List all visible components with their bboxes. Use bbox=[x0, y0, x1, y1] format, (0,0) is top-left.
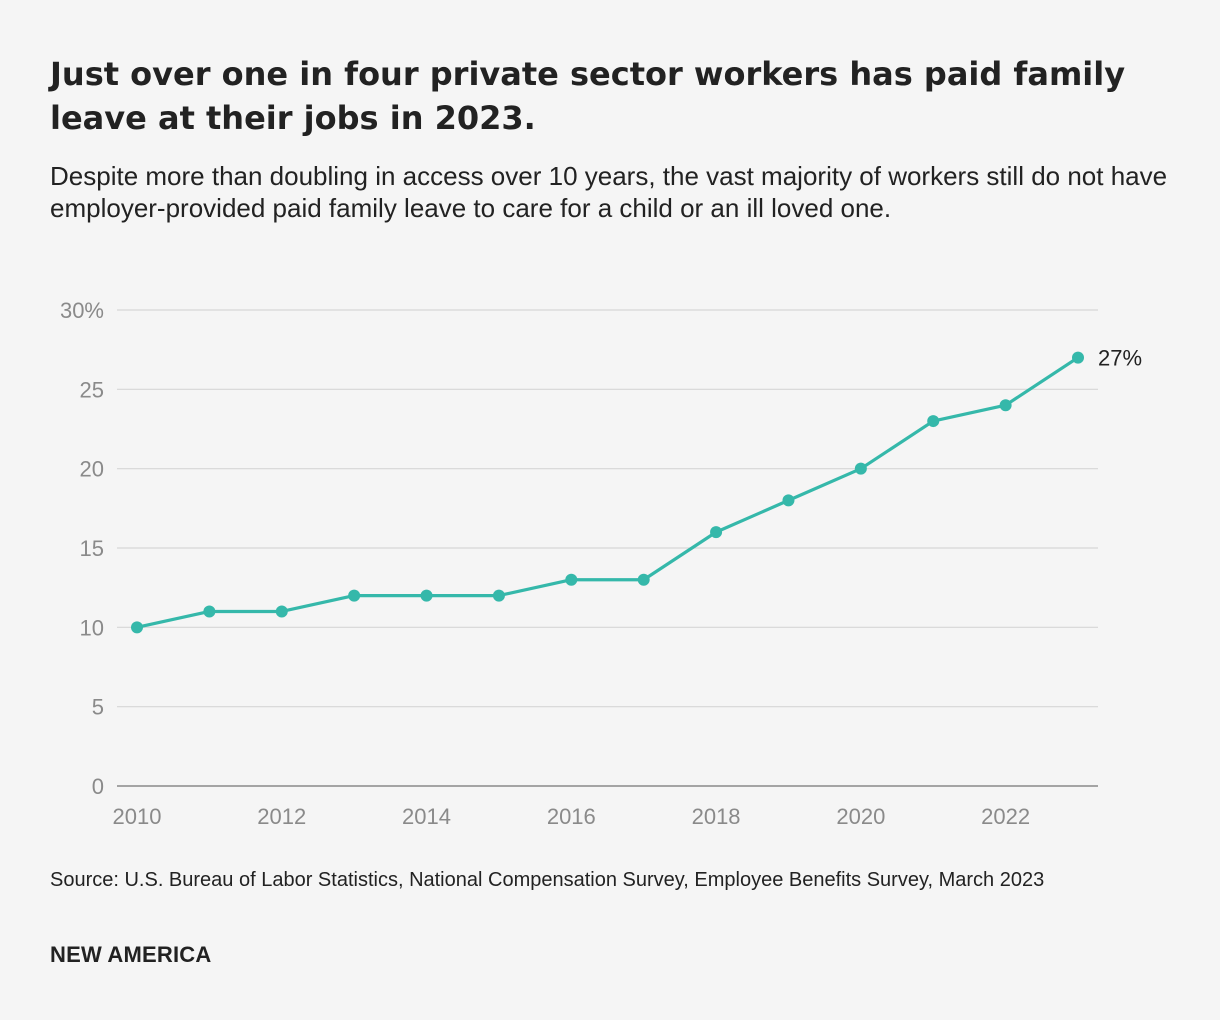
data-point bbox=[927, 415, 940, 428]
x-tick-label: 2018 bbox=[692, 804, 741, 829]
data-point bbox=[492, 589, 505, 602]
y-tick-label: 0 bbox=[92, 774, 104, 799]
y-tick-label: 20 bbox=[80, 457, 104, 482]
x-tick-label: 2022 bbox=[981, 804, 1030, 829]
x-tick-label: 2016 bbox=[547, 804, 596, 829]
x-tick-label: 2014 bbox=[402, 804, 451, 829]
data-point bbox=[710, 526, 723, 539]
y-tick-label: 25 bbox=[80, 377, 104, 402]
x-tick-label: 2010 bbox=[113, 804, 162, 829]
y-tick-label: 30% bbox=[60, 298, 104, 323]
data-point bbox=[782, 494, 795, 507]
data-point bbox=[203, 605, 216, 618]
brand-logo-text: NEW AMERICA bbox=[50, 942, 212, 967]
x-tick-label: 2020 bbox=[836, 804, 885, 829]
data-point bbox=[275, 605, 288, 618]
series-line bbox=[135, 356, 1080, 629]
chart-title: Just over one in four private sector wor… bbox=[50, 55, 1126, 137]
data-point bbox=[420, 589, 433, 602]
y-tick-label: 5 bbox=[92, 695, 104, 720]
x-tick-label: 2012 bbox=[257, 804, 306, 829]
data-point bbox=[999, 399, 1012, 412]
y-tick-label: 10 bbox=[80, 615, 104, 640]
data-point bbox=[637, 573, 650, 586]
chart-subtitle: Despite more than doubling in access ove… bbox=[50, 161, 1168, 223]
data-point bbox=[348, 589, 361, 602]
data-point bbox=[131, 621, 143, 634]
data-point bbox=[1072, 351, 1084, 364]
y-tick-label: 15 bbox=[80, 536, 104, 561]
data-point bbox=[565, 573, 578, 586]
source-note: Source: U.S. Bureau of Labor Statistics,… bbox=[50, 869, 1045, 891]
data-point bbox=[854, 462, 867, 475]
line-chart: 0 5 10 15 20 25 30% 2010 2012 2014 2016 2018 2020 202… bbox=[60, 298, 1142, 829]
end-value-label: 27% bbox=[1098, 346, 1142, 371]
